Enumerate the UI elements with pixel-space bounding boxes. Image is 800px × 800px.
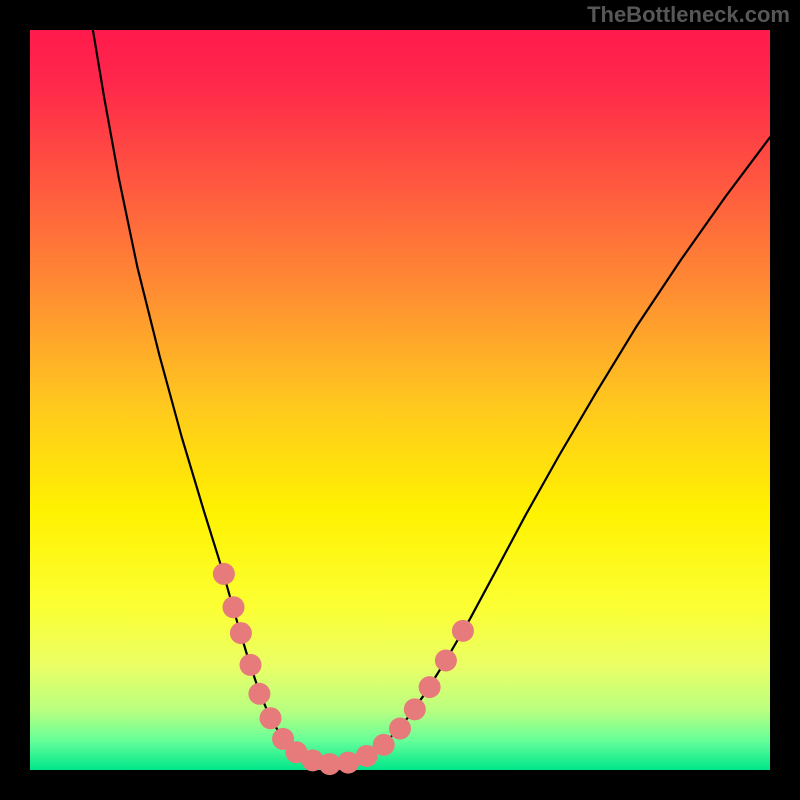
- marker-point: [230, 622, 252, 644]
- marker-point: [435, 649, 457, 671]
- watermark-text: TheBottleneck.com: [587, 2, 790, 28]
- marker-point: [213, 563, 235, 585]
- marker-point: [373, 734, 395, 756]
- chart-svg: [0, 0, 800, 800]
- marker-point: [240, 654, 262, 676]
- marker-point: [404, 698, 426, 720]
- plot-background: [30, 30, 770, 770]
- marker-point: [389, 718, 411, 740]
- marker-point: [452, 620, 474, 642]
- marker-point: [223, 596, 245, 618]
- marker-point: [248, 683, 270, 705]
- marker-point: [419, 676, 441, 698]
- chart-container: TheBottleneck.com: [0, 0, 800, 800]
- marker-point: [260, 707, 282, 729]
